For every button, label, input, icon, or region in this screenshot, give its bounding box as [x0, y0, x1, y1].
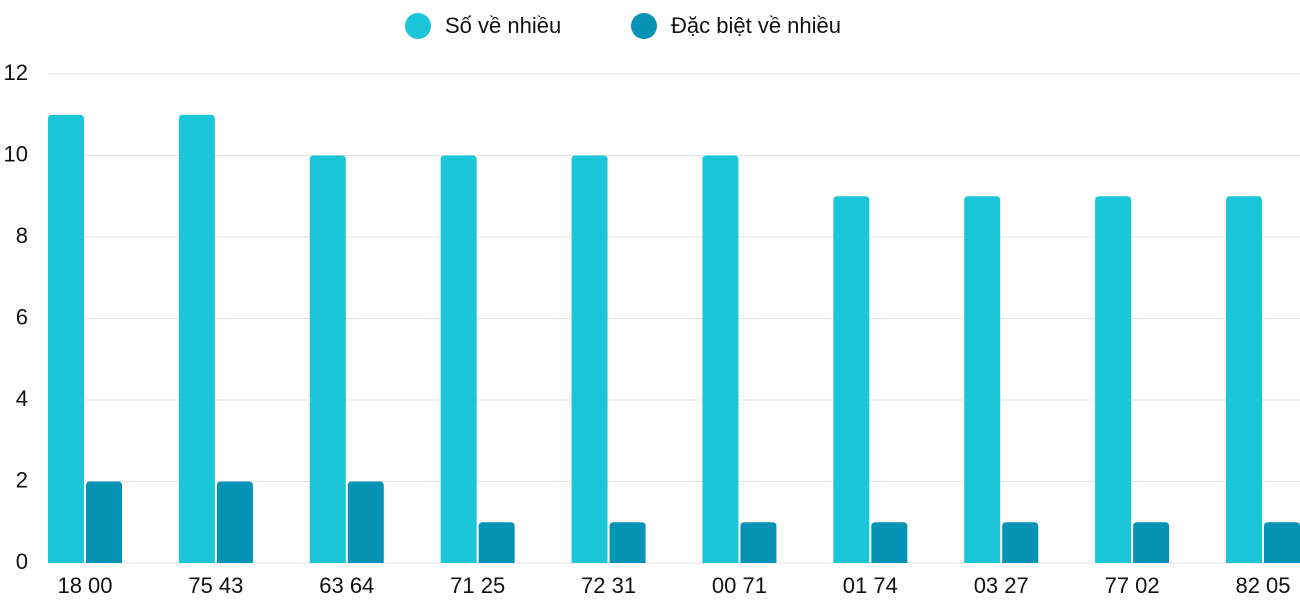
x-tick-label: 18 00: [57, 573, 112, 598]
x-tick-label: 72 31: [581, 573, 636, 598]
bar: [1133, 522, 1170, 563]
y-tick-label: 10: [4, 141, 28, 166]
x-tick-label: 01 74: [843, 573, 898, 598]
bar: [740, 522, 777, 563]
x-tick-label: 63 64: [319, 573, 374, 598]
bar: [1002, 522, 1039, 563]
bar: [440, 155, 477, 563]
y-tick-label: 12: [4, 60, 28, 85]
legend-swatch: [405, 13, 431, 39]
bar: [1095, 196, 1132, 563]
bar: [309, 155, 346, 563]
bar: [86, 481, 122, 563]
legend-label: Đặc biệt về nhiều: [671, 13, 841, 38]
bar: [1226, 196, 1262, 563]
bar: [609, 522, 646, 563]
bar: [871, 522, 908, 563]
y-tick-label: 8: [16, 223, 28, 248]
bar: [702, 155, 739, 563]
legend-swatch: [631, 13, 657, 39]
bar: [178, 114, 215, 563]
bar: [48, 114, 84, 563]
x-tick-label: 00 71: [712, 573, 767, 598]
bar: [1264, 522, 1300, 563]
bar: [833, 196, 870, 563]
x-tick-label: 82 05: [1235, 573, 1290, 598]
y-tick-label: 2: [16, 467, 28, 492]
y-tick-label: 4: [16, 386, 28, 411]
x-tick-label: 03 27: [974, 573, 1029, 598]
bar: [478, 522, 515, 563]
legend-label: Số về nhiều: [445, 13, 561, 38]
bar: [571, 155, 608, 563]
x-tick-label: 77 02: [1105, 573, 1160, 598]
y-tick-label: 6: [16, 304, 28, 329]
bar: [216, 481, 253, 563]
bar: [347, 481, 384, 563]
bar: [964, 196, 1001, 563]
x-tick-label: 71 25: [450, 573, 505, 598]
x-tick-label: 75 43: [188, 573, 243, 598]
y-tick-label: 0: [16, 549, 28, 574]
